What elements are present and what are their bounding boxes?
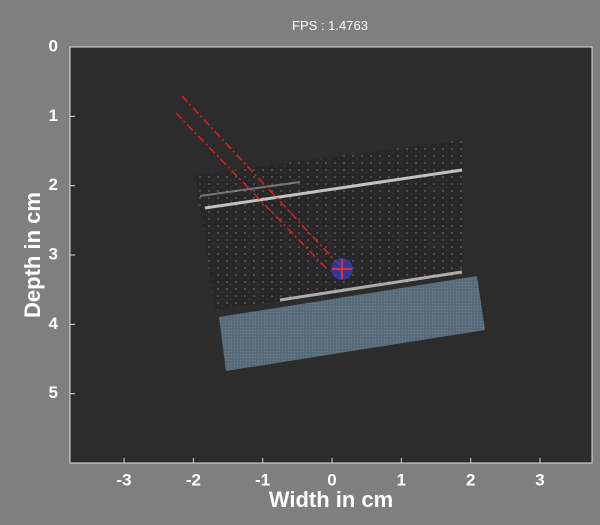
x-tick-label: -2 xyxy=(186,470,201,489)
needle-guide xyxy=(175,112,329,271)
x-tick-label: 1 xyxy=(397,470,406,489)
echo-line xyxy=(199,181,301,197)
y-tick-label: 2 xyxy=(49,175,58,194)
target-region xyxy=(219,276,485,371)
y-tick-label: 3 xyxy=(49,244,58,263)
y-axis-label: Depth in cm xyxy=(20,192,45,318)
x-tick-label: -1 xyxy=(255,470,270,489)
y-tick-label: 0 xyxy=(49,36,58,55)
x-tick-label: -3 xyxy=(117,470,132,489)
y-tick-label: 1 xyxy=(49,106,58,125)
x-tick-label: 2 xyxy=(466,470,475,489)
echo-line xyxy=(279,270,463,302)
needle-guide xyxy=(181,95,343,269)
y-tick-label: 4 xyxy=(49,314,59,333)
x-axis-label: Width in cm xyxy=(269,487,393,512)
x-tick-label: 3 xyxy=(535,470,544,489)
title: FPS : 1.4763 xyxy=(292,18,368,33)
x-tick-label: 0 xyxy=(327,470,336,489)
y-tick-label: 5 xyxy=(49,383,58,402)
echo-line xyxy=(204,168,463,210)
